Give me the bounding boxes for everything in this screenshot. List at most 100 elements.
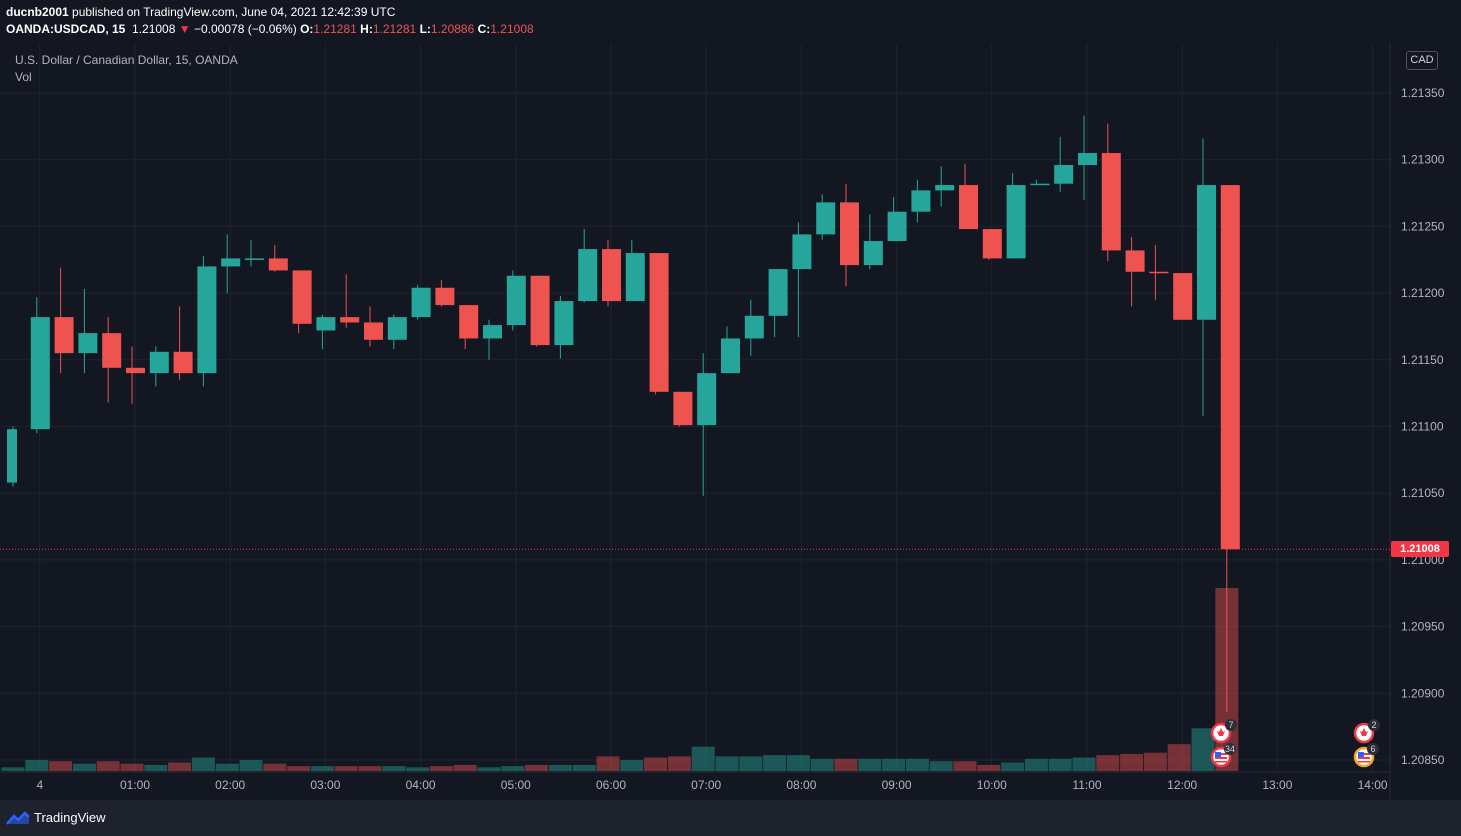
low-value: 1.20886: [430, 22, 475, 36]
volume-bar: [429, 766, 453, 771]
volume-bar: [834, 758, 858, 771]
time-tick-label: 08:00: [786, 778, 816, 792]
tradingview-brand[interactable]: TradingView: [34, 810, 106, 825]
volume-bar: [263, 763, 287, 771]
candle-body: [1006, 185, 1026, 259]
volume-bar: [548, 764, 572, 771]
candle-body: [935, 185, 955, 191]
candle-body: [1125, 250, 1145, 272]
volume-bar: [215, 763, 239, 771]
author-name[interactable]: ducnb2001: [6, 5, 69, 19]
price-tick-label: 1.21300: [1401, 153, 1445, 167]
candle-body: [792, 234, 812, 270]
volume-legend[interactable]: Vol: [15, 70, 32, 84]
event-count: 2: [1371, 720, 1376, 730]
volume-bar: [858, 758, 882, 771]
time-tick-label: 09:00: [882, 778, 912, 792]
down-arrow-icon: ▼: [178, 22, 191, 36]
close-value: 1.21008: [490, 22, 534, 36]
time-tick-label: 06:00: [596, 778, 626, 792]
event-count: 34: [1225, 744, 1235, 754]
volume-bar: [49, 761, 73, 771]
time-tick-label: 07:00: [691, 778, 721, 792]
quote-line: OANDA:USDCAD, 15 1.21008 ▼ −0.00078 (−0.…: [6, 22, 534, 36]
volume-bar: [239, 760, 263, 771]
candle-body: [887, 211, 907, 242]
volume-bar: [72, 763, 96, 771]
candle-body: [863, 241, 883, 266]
volume-bar: [763, 755, 787, 771]
price-tick-label: 1.21200: [1401, 286, 1445, 300]
volume-bar: [310, 766, 334, 771]
time-tick-label: 01:00: [120, 778, 150, 792]
volume-bar: [525, 764, 549, 771]
chart-area[interactable]: 1.21350 1.21300 1.21250 1.21200 1.21150 1.211…: [0, 44, 1461, 800]
candle-body: [625, 253, 645, 302]
volume-bar: [572, 764, 596, 771]
candle-body: [602, 249, 621, 302]
volume-bar: [691, 746, 715, 771]
candle-body: [1149, 271, 1169, 274]
event-count: 6: [1370, 744, 1375, 754]
candle-body: [435, 287, 455, 306]
time-tick-label: 14:00: [1358, 778, 1388, 792]
candle-body: [78, 333, 98, 354]
time-tick-label: 10:00: [977, 778, 1007, 792]
close-label: C:: [477, 22, 491, 36]
time-tick-label: 11:00: [1072, 778, 1101, 792]
volume-bar: [739, 756, 763, 771]
candle-body: [30, 317, 50, 430]
volume-bar: [144, 764, 168, 771]
price-axis-labels[interactable]: 1.21350 1.21300 1.21250 1.21200 1.21150 1.211…: [1401, 86, 1445, 767]
low-label: L:: [419, 22, 431, 36]
volume-bar: [453, 764, 477, 771]
time-tick-label: 03:00: [310, 778, 340, 792]
candle-body: [744, 315, 764, 339]
time-axis-labels[interactable]: 4 01:00 02:00 03:00 04:00 05:00 06:00 07:00 08:0…: [36, 778, 1387, 792]
volume-bar: [596, 756, 620, 771]
candle-body: [7, 429, 17, 483]
last-price: 1.21008: [132, 22, 176, 36]
candle-body: [816, 202, 836, 235]
candle-body: [149, 351, 169, 374]
time-tick-label: 12:00: [1167, 778, 1197, 792]
candle-body: [1030, 183, 1050, 186]
volume-bar: [786, 755, 810, 771]
candle-body: [1173, 273, 1193, 320]
candle-body: [292, 270, 312, 324]
time-tick-label: 04:00: [406, 778, 436, 792]
volume-bar: [715, 756, 739, 771]
price-tick-label: 1.20950: [1401, 620, 1445, 634]
chart-legend-title[interactable]: U.S. Dollar / Canadian Dollar, 15, OANDA: [15, 53, 238, 67]
candle-body: [1197, 185, 1216, 320]
candle-body: [768, 269, 788, 316]
time-tick-label: 4: [36, 778, 43, 792]
price-tick-label: 1.21100: [1401, 420, 1444, 434]
canada-flag-icon[interactable]: 7: [1210, 719, 1240, 745]
time-tick-label: 13:00: [1262, 778, 1292, 792]
candle-body: [173, 351, 193, 374]
candle-body: [911, 190, 931, 212]
tradingview-logo-icon[interactable]: [6, 811, 30, 825]
open-label: O:: [300, 22, 314, 36]
candle-body: [245, 258, 264, 260]
currency-label[interactable]: CAD: [1406, 51, 1438, 70]
candle-body: [1101, 153, 1121, 251]
candle-body: [54, 317, 74, 354]
us-flag-icon[interactable]: 6: [1353, 743, 1383, 769]
canada-flag-icon[interactable]: 2: [1353, 719, 1383, 745]
candle-body: [197, 266, 217, 374]
candle-body: [959, 185, 978, 230]
price-tick-label: 1.21250: [1401, 219, 1445, 233]
volume-bar: [1072, 757, 1096, 771]
volume-bar: [334, 766, 358, 771]
price-tick-label: 1.20900: [1401, 686, 1445, 700]
candle-body: [364, 322, 383, 340]
candle-body: [554, 301, 574, 346]
us-flag-icon[interactable]: 34: [1210, 743, 1240, 769]
volume-bar: [1024, 758, 1048, 771]
candle-body: [102, 333, 122, 368]
volume-bar: [810, 758, 834, 771]
price-change: −0.00078 (−0.06%): [193, 22, 297, 36]
volume-bar: [1143, 752, 1167, 771]
